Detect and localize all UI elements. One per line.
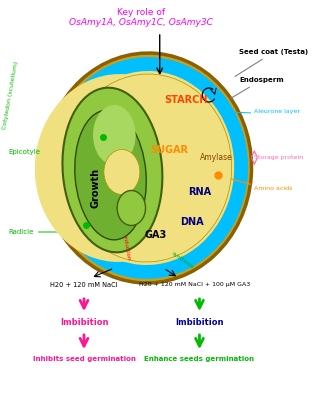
Text: Amylase: Amylase: [200, 154, 233, 162]
Ellipse shape: [75, 110, 146, 240]
Text: H20 + 120 mM NaCl + 100 μM GA3: H20 + 120 mM NaCl + 100 μM GA3: [139, 282, 250, 287]
Text: Imbibition: Imbibition: [175, 318, 224, 327]
Text: SUGAR: SUGAR: [150, 145, 188, 155]
Text: GA3: GA3: [145, 230, 167, 240]
Text: RNA: RNA: [188, 187, 211, 197]
Text: DNA: DNA: [180, 217, 204, 227]
Text: H20 + 120 mM NaCl: H20 + 120 mM NaCl: [50, 282, 118, 288]
Text: Radicle: Radicle: [8, 229, 34, 235]
Ellipse shape: [35, 74, 203, 262]
Text: Endosperm: Endosperm: [230, 77, 284, 98]
Ellipse shape: [117, 190, 146, 226]
Text: Aleurone layer: Aleurone layer: [254, 110, 300, 114]
Text: Storage protein: Storage protein: [254, 156, 303, 160]
Text: STARCH: STARCH: [164, 95, 208, 105]
Ellipse shape: [63, 74, 232, 262]
Text: induction: induction: [122, 235, 131, 261]
Ellipse shape: [104, 150, 140, 194]
Text: Seed coat (Testa): Seed coat (Testa): [235, 49, 308, 76]
Text: Cotyledon (scutellum): Cotyledon (scutellum): [2, 60, 19, 130]
Text: OsAmy1A, OsAmy1C, OsAmy3C: OsAmy1A, OsAmy1C, OsAmy3C: [69, 18, 213, 27]
Ellipse shape: [93, 105, 136, 165]
Text: Enhance seeds germination: Enhance seeds germination: [144, 356, 254, 362]
Text: Inhibits seed germination: Inhibits seed germination: [33, 356, 135, 362]
Text: synthesis: synthesis: [171, 250, 195, 270]
Text: Key role of: Key role of: [117, 8, 165, 17]
Text: Imbibition: Imbibition: [60, 318, 108, 327]
Ellipse shape: [54, 64, 241, 272]
Text: Epicotyle: Epicotyle: [8, 149, 40, 155]
Ellipse shape: [62, 88, 162, 252]
Ellipse shape: [43, 53, 252, 283]
Text: Amino acids: Amino acids: [254, 186, 293, 190]
Text: Growth: Growth: [90, 168, 100, 208]
